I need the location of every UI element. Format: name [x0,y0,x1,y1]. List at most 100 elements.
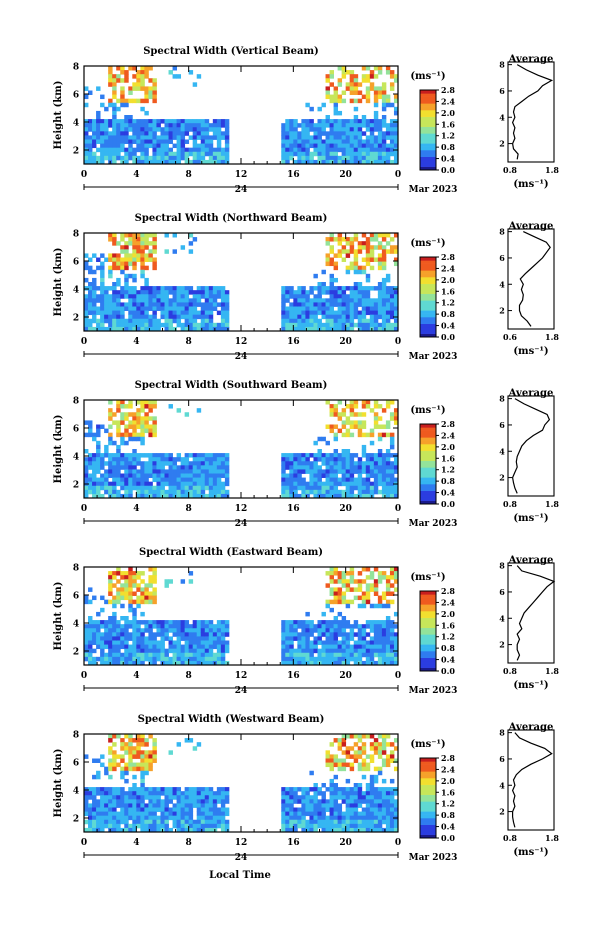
heatmap-cell [176,815,182,821]
heatmap-cell [104,652,109,658]
heatmap-cell [112,811,117,817]
heatmap-cell [317,123,322,128]
heatmap-cell [204,143,210,149]
heatmap-cell [136,799,141,804]
heatmap-cell [132,583,137,588]
heatmap-cell [353,799,359,804]
heatmap-cell [297,123,302,128]
heatmap-cell [216,135,222,140]
heatmap-cell [369,644,375,650]
heatmap-cell [148,127,153,132]
heatmap-cell [156,656,161,662]
heatmap-cell [337,306,343,311]
heatmap-cell [333,159,339,165]
heatmap-cell [333,473,339,478]
heatmap-cell [289,322,294,328]
beam-panel-4: Spectral Width (Eastward Beam)2468Height… [53,547,559,696]
heatmap-cell [369,253,375,258]
heatmap-cell [120,815,125,821]
heatmap-cell [104,131,109,136]
heatmap-cell [148,656,153,662]
heatmap-cell [220,453,226,458]
heatmap-cell [196,119,202,124]
heatmap-cell [152,298,157,303]
heatmap-cell [325,652,330,658]
heatmap-cell [381,811,387,817]
heatmap-cell [377,306,383,311]
heatmap-cell [317,485,322,491]
x-tick-label: 0 [81,838,87,848]
heatmap-cell [144,485,149,491]
heatmap-cell [108,811,113,817]
heatmap-cell [305,628,310,633]
heatmap-cell [373,579,379,584]
heatmap-cell [112,795,117,800]
heatmap-cell [104,298,109,303]
heatmap-cell [136,587,141,592]
heatmap-cell [285,453,290,458]
heatmap-cell [116,277,121,283]
heatmap-cell [172,787,177,792]
heatmap-cell [120,742,125,747]
heatmap-cell [164,127,169,132]
heatmap-cell [329,306,334,311]
heatmap-cell [128,644,133,650]
heatmap-cell [200,155,206,161]
heatmap-cell [144,750,149,755]
heatmap-cell [373,127,379,132]
heatmap-cell [365,286,371,291]
heatmap-cell [128,481,133,487]
heatmap-cell [120,795,125,800]
heatmap-cell [132,457,137,462]
heatmap-cell [357,595,363,601]
heatmap-cell [176,139,182,144]
heatmap-cell [200,306,206,311]
heatmap-cell [369,481,375,487]
heatmap-cell [164,151,169,157]
heatmap-cell [176,143,182,149]
heatmap-cell [164,155,169,161]
heatmap-cell [329,575,334,580]
heatmap-cell [144,155,149,161]
heatmap-cell [369,119,375,124]
heatmap-cell [333,599,339,605]
heatmap-cell [168,70,173,75]
heatmap-cell [389,799,395,804]
heatmap-cell [104,481,109,487]
heatmap-cell [345,143,351,149]
heatmap-cell [353,632,359,637]
heatmap-cell [365,583,371,588]
heatmap-cell [353,400,359,405]
heatmap-cell [337,469,343,474]
heatmap-cell [381,115,387,120]
heatmap-cell [341,306,347,311]
heatmap-cell [84,465,89,470]
colorbar-tick-label: 2.0 [441,776,455,786]
heatmap-cell [196,131,202,136]
heatmap-cell [373,795,379,800]
heatmap-cell [84,277,89,283]
heatmap-cell [88,819,93,825]
heatmap-cell [305,155,310,161]
heatmap-cell [329,469,334,474]
heatmap-cell [224,322,230,328]
heatmap-cell [120,803,125,808]
heatmap-cell [100,795,105,800]
heatmap-cell [345,734,351,739]
heatmap-cell [92,302,97,307]
heatmap-cell [136,461,141,466]
heatmap-cell [100,286,105,291]
heatmap-cell [140,306,145,311]
heatmap-cell [112,159,117,165]
colorbar-segment [420,617,436,622]
heatmap-cell [220,489,226,495]
heatmap-cell [365,640,371,645]
heatmap-cell [132,416,137,421]
heatmap-cell [281,823,286,829]
heatmap-cell [313,640,318,645]
heatmap-cell [341,314,347,320]
heatmap-cell [297,302,302,307]
heatmap-cell [152,119,157,124]
heatmap-cell [220,644,226,650]
heatmap-cell [208,640,214,645]
